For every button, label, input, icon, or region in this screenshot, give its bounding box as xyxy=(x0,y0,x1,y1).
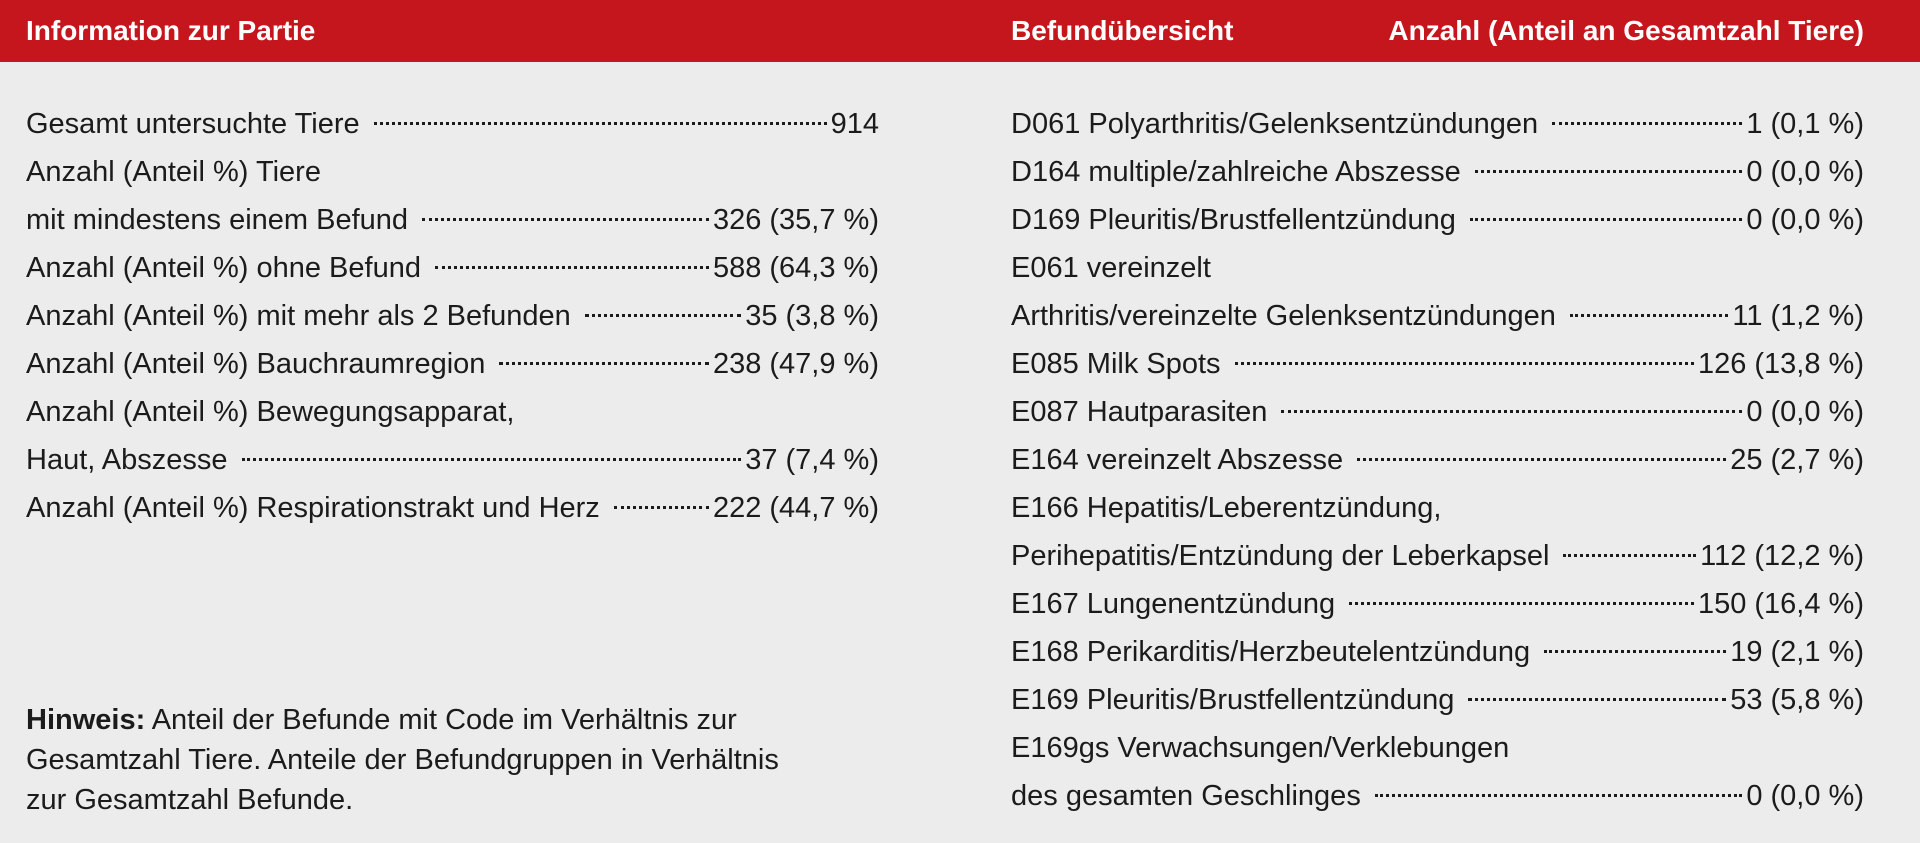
item-value: 222 (44,7 %) xyxy=(712,492,879,524)
list-item: Anzahl (Anteil %) mit mehr als 2 Befunde… xyxy=(26,292,879,340)
item-label: Arthritis/vereinzelte Gelenksentzündunge… xyxy=(1011,300,1556,332)
item-label: Anzahl (Anteil %) Bewegungsapparat, xyxy=(26,396,515,428)
dot-leader xyxy=(1563,554,1697,557)
item-value: 0 (0,0 %) xyxy=(1746,780,1864,812)
dot-leader xyxy=(1349,602,1694,605)
item-label: Anzahl (Anteil %) Tiere xyxy=(26,156,321,188)
item-label: E164 vereinzelt Abszesse xyxy=(1011,444,1344,476)
item-label: Anzahl (Anteil %) ohne Befund xyxy=(26,252,421,284)
item-label: D164 multiple/zahlreiche Abszesse xyxy=(1011,156,1461,188)
dot-leader xyxy=(373,122,827,125)
dot-leader xyxy=(613,506,709,509)
hint-line: zur Gesamtzahl Befunde. xyxy=(26,784,354,816)
item-value: 588 (64,3 %) xyxy=(712,252,879,284)
item-label: Gesamt untersuchte Tiere xyxy=(26,108,360,140)
item-value: 150 (16,4 %) xyxy=(1697,588,1864,620)
befund-list: D061 Polyarthritis/Gelenksentzündungen 1 … xyxy=(1011,100,1864,820)
hint-line: Gesamtzahl Tiere. Anteile der Befundgrup… xyxy=(26,744,779,776)
list-item: D061 Polyarthritis/Gelenksentzündungen 1 … xyxy=(1011,100,1864,148)
list-item: Anzahl (Anteil %) Bewegungsapparat, xyxy=(26,388,879,436)
item-label: Anzahl (Anteil %) Bauchraumregion xyxy=(26,348,486,380)
item-value: 126 (13,8 %) xyxy=(1697,348,1864,380)
item-label: E166 Hepatitis/Leberentzündung, xyxy=(1011,492,1442,524)
list-item: Gesamt untersuchte Tiere 914 xyxy=(26,100,879,148)
dot-leader xyxy=(499,362,709,365)
list-item: Perihepatitis/Entzündung der Leberkapsel… xyxy=(1011,532,1864,580)
list-item: mit mindestens einem Befund 326 (35,7 %) xyxy=(26,196,879,244)
header-bar: Information zur Partie Befundübersicht A… xyxy=(0,0,1920,62)
item-label: E085 Milk Spots xyxy=(1011,348,1221,380)
item-value: 25 (2,7 %) xyxy=(1730,444,1864,476)
dot-leader xyxy=(434,266,709,269)
item-value: 238 (47,9 %) xyxy=(712,348,879,380)
list-item: Anzahl (Anteil %) Respirationstrakt und … xyxy=(26,484,879,532)
dot-leader xyxy=(1469,218,1743,221)
item-label: Anzahl (Anteil %) mit mehr als 2 Befunde… xyxy=(26,300,571,332)
item-value: 37 (7,4 %) xyxy=(745,444,879,476)
dot-leader xyxy=(1357,458,1727,461)
list-item: D164 multiple/zahlreiche Abszesse 0 (0,0 … xyxy=(1011,148,1864,196)
dot-leader xyxy=(1544,650,1727,653)
item-value: 0 (0,0 %) xyxy=(1746,396,1864,428)
hint-label: Hinweis: xyxy=(26,704,146,736)
item-label: Perihepatitis/Entzündung der Leberkapsel xyxy=(1011,540,1550,572)
item-label: Anzahl (Anteil %) Respirationstrakt und … xyxy=(26,492,600,524)
item-value: 19 (2,1 %) xyxy=(1730,636,1864,668)
section-title-partie: Information zur Partie xyxy=(26,15,316,46)
partie-info-list: Gesamt untersuchte Tiere 914 Anzahl (Antei… xyxy=(26,100,879,532)
list-item: E061 vereinzelt xyxy=(1011,244,1864,292)
list-item: Arthritis/vereinzelte Gelenksentzündunge… xyxy=(1011,292,1864,340)
list-item: E087 Hautparasiten 0 (0,0 %) xyxy=(1011,388,1864,436)
list-item: des gesamten Geschlinges 0 (0,0 %) xyxy=(1011,772,1864,820)
dot-leader xyxy=(1474,170,1743,173)
list-item: Anzahl (Anteil %) Bauchraumregion 238 (47… xyxy=(26,340,879,388)
hint-line: Hinweis: Anteil der Befunde mit Code im … xyxy=(26,700,879,740)
dot-leader xyxy=(422,218,709,221)
list-item: Anzahl (Anteil %) ohne Befund 588 (64,3 %… xyxy=(26,244,879,292)
item-label: E169 Pleuritis/Brustfellentzündung xyxy=(1011,684,1455,716)
column-title-anzahl: Anzahl (Anteil an Gesamtzahl Tiere) xyxy=(1388,15,1864,46)
hint-note: Hinweis: Anteil der Befunde mit Code im … xyxy=(26,700,879,820)
dot-leader xyxy=(1234,362,1694,365)
item-label: D061 Polyarthritis/Gelenksentzündungen xyxy=(1011,108,1539,140)
list-item: E169 Pleuritis/Brustfellentzündung 53 (5,… xyxy=(1011,676,1864,724)
dot-leader xyxy=(1552,122,1743,125)
item-label: E167 Lungenentzündung xyxy=(1011,588,1336,620)
item-label: E087 Hautparasiten xyxy=(1011,396,1268,428)
list-item: E164 vereinzelt Abszesse 25 (2,7 %) xyxy=(1011,436,1864,484)
list-item: E085 Milk Spots 126 (13,8 %) xyxy=(1011,340,1864,388)
item-value: 0 (0,0 %) xyxy=(1746,204,1864,236)
item-value: 53 (5,8 %) xyxy=(1730,684,1864,716)
item-value: 112 (12,2 %) xyxy=(1700,540,1864,572)
item-label: E169gs Verwachsungen/Verklebungen xyxy=(1011,732,1510,764)
dot-leader xyxy=(241,458,742,461)
dot-leader xyxy=(1569,314,1729,317)
list-item: Haut, Abszesse 37 (7,4 %) xyxy=(26,436,879,484)
item-value: 35 (3,8 %) xyxy=(745,300,879,332)
section-title-befunde: Befundübersicht xyxy=(1011,15,1234,46)
list-item: D169 Pleuritis/Brustfellentzündung 0 (0,0… xyxy=(1011,196,1864,244)
hint-text: Anteil der Befunde mit Code im Verhältni… xyxy=(145,704,737,736)
dot-leader xyxy=(584,314,742,317)
item-label: des gesamten Geschlinges xyxy=(1011,780,1361,812)
list-item: Anzahl (Anteil %) Tiere xyxy=(26,148,879,196)
list-item: E168 Perikarditis/Herzbeutelentzündung 19… xyxy=(1011,628,1864,676)
item-label: D169 Pleuritis/Brustfellentzündung xyxy=(1011,204,1456,236)
item-label: mit mindestens einem Befund xyxy=(26,204,409,236)
list-item: E169gs Verwachsungen/Verklebungen xyxy=(1011,724,1864,772)
dot-leader xyxy=(1468,698,1727,701)
item-value: 1 (0,1 %) xyxy=(1746,108,1864,140)
list-item: E166 Hepatitis/Leberentzündung, xyxy=(1011,484,1864,532)
item-label: E061 vereinzelt xyxy=(1011,252,1211,284)
list-item: E167 Lungenentzündung 150 (16,4 %) xyxy=(1011,580,1864,628)
item-value: 0 (0,0 %) xyxy=(1746,156,1864,188)
item-label: Haut, Abszesse xyxy=(26,444,228,476)
item-label: E168 Perikarditis/Herzbeutelentzündung xyxy=(1011,636,1531,668)
item-value: 326 (35,7 %) xyxy=(712,204,879,236)
item-value: 914 xyxy=(830,108,879,140)
item-value: 11 (1,2 %) xyxy=(1732,300,1864,332)
dot-leader xyxy=(1374,794,1743,797)
dot-leader xyxy=(1281,410,1743,413)
